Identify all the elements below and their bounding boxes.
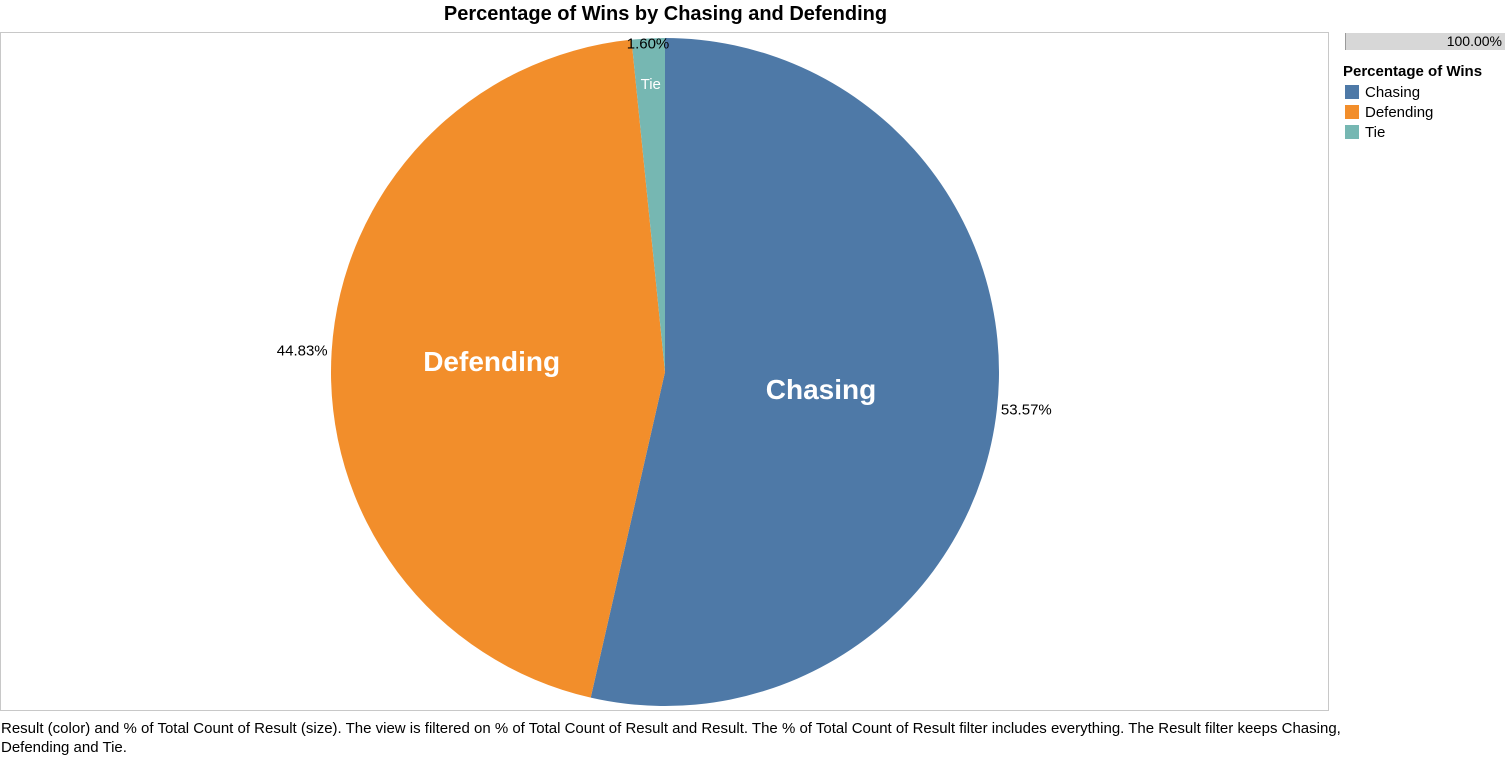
legend-label: Chasing [1365, 83, 1421, 101]
pie-chart: Chasing 53.57% Defending 44.83% Tie 1.60% [277, 36, 1052, 706]
chart-title: Percentage of Wins by Chasing and Defend… [443, 3, 888, 25]
value-label-tie: 1.60% [627, 36, 670, 53]
size-legend-label: 100.00% [1446, 33, 1502, 49]
legend-title: Percentage of Wins [1343, 63, 1483, 80]
pie-slice-tie[interactable] [631, 38, 665, 372]
slice-label-defending: Defending [423, 346, 560, 377]
legend-label: Defending [1365, 103, 1434, 121]
legend-swatch [1345, 85, 1359, 99]
value-label-chasing: 53.57% [1001, 401, 1052, 418]
slice-label-chasing: Chasing [766, 374, 876, 405]
size-legend-bar: 100.00% [1345, 33, 1505, 50]
pie-slice-defending[interactable] [330, 39, 665, 698]
chart-caption: Result (color) and % of Total Count of R… [1, 720, 1341, 756]
legend-item-tie[interactable]: Tie [1343, 122, 1482, 142]
legend-item-chasing[interactable]: Chasing [1343, 82, 1482, 102]
plot-area: Chasing 53.57% Defending 44.83% Tie 1.60% [0, 32, 1329, 711]
legend-swatch [1345, 105, 1359, 119]
color-legend: Percentage of Wins Chasing Defending Tie [1343, 63, 1482, 142]
value-label-defending: 44.83% [277, 343, 328, 360]
pie-slice-chasing[interactable] [590, 38, 999, 706]
legend-item-defending[interactable]: Defending [1343, 102, 1482, 122]
legend-label: Tie [1365, 123, 1386, 141]
legend-swatch [1345, 125, 1359, 139]
slice-label-tie: Tie [641, 76, 661, 93]
